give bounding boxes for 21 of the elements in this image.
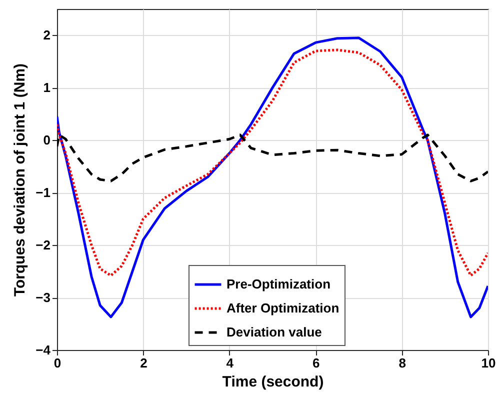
y-tick-label: −4 [36, 342, 52, 358]
legend-label: Pre-Optimization [226, 276, 331, 292]
line-series [57, 48, 488, 277]
y-tick-label: 1 [43, 80, 50, 96]
y-tick-label: −2 [36, 238, 50, 253]
x-axis-title: Time (second) [222, 374, 324, 390]
y-tick-label: −1 [36, 185, 50, 200]
y-axis-title: Torques deviation of joint 1 (Nm) [12, 63, 29, 297]
x-tick-label: 8 [398, 356, 406, 370]
legend-label: Deviation value [226, 324, 322, 340]
legend-label: After Optimization [226, 300, 340, 316]
x-tick-label: 10 [481, 356, 496, 370]
x-tick-label: 0 [54, 356, 62, 370]
x-tick-label: 2 [140, 356, 148, 370]
x-tick-label: 4 [226, 356, 234, 370]
y-tick-label: −3 [36, 290, 50, 306]
y-tick-label: 2 [43, 28, 50, 43]
line-series [57, 36, 488, 318]
line-series [57, 134, 488, 182]
y-tick-label: 0 [43, 132, 50, 148]
x-tick-label: 6 [312, 356, 320, 370]
